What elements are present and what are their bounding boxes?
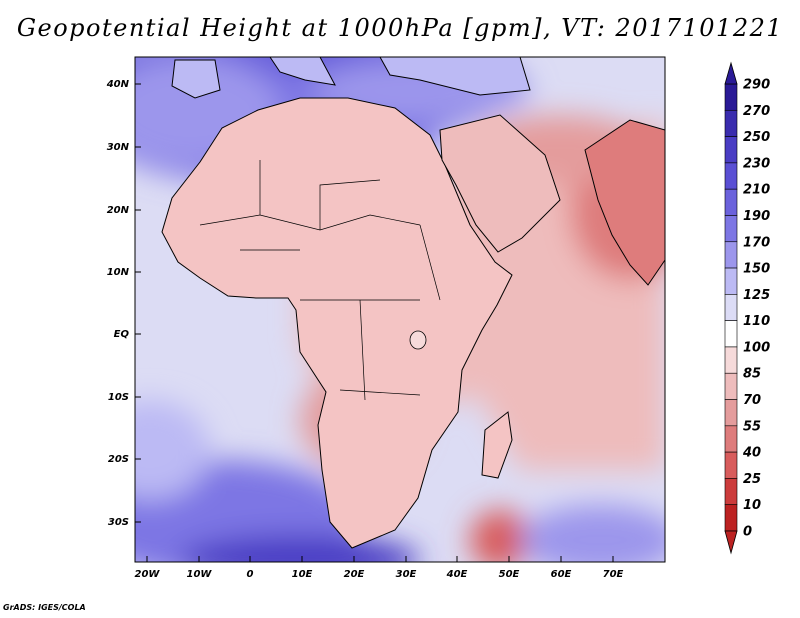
- lon-label-2: 0: [247, 569, 254, 580]
- map-field: [135, 57, 665, 562]
- colorbar-swatch-9: [724, 320, 738, 348]
- colorbar-swatch-5: [724, 215, 738, 243]
- colorbar-label-17: 0: [743, 525, 752, 540]
- map-title: Geopotential Height at 1000hPa [gpm], VT…: [16, 14, 784, 42]
- colorbar-bottom-arrow: [724, 530, 738, 555]
- lat-label-4: EQ: [114, 329, 130, 340]
- india-landmass: [584, 119, 665, 286]
- colorbar-swatch-11: [724, 372, 738, 400]
- lat-label-1: 30N: [107, 142, 130, 153]
- lon-label-8: 60E: [551, 569, 572, 580]
- colorbar-label-15: 25: [743, 472, 761, 487]
- colorbar-label-5: 190: [743, 209, 770, 224]
- colorbar-label-0: 290: [743, 78, 770, 93]
- lat-label-2: 20N: [107, 205, 130, 216]
- colorbar-label-11: 85: [743, 367, 761, 382]
- lat-label-0: 40N: [106, 79, 130, 90]
- africa-landmass: [161, 97, 513, 549]
- lat-label-5: 10S: [108, 392, 129, 403]
- colorbar-label-16: 10: [743, 498, 761, 513]
- lon-label-0: 20W: [135, 569, 161, 580]
- lon-label-9: 70E: [603, 569, 624, 580]
- colorbar-swatch-6: [724, 241, 738, 269]
- colorbar-swatch-15: [724, 478, 738, 506]
- colorbar-swatch-4: [724, 188, 738, 216]
- lon-label-7: 50E: [499, 569, 520, 580]
- colorbar-label-4: 210: [743, 183, 770, 198]
- colorbar-label-13: 55: [743, 419, 761, 434]
- colorbar: 2902702502302101901701501251101008570554…: [724, 61, 770, 555]
- colorbar-swatch-8: [724, 294, 738, 321]
- colorbar-swatch-0: [724, 83, 738, 111]
- colorbar-swatch-16: [724, 504, 738, 532]
- colorbar-label-8: 125: [743, 288, 770, 303]
- arabia-landmass: [439, 114, 561, 253]
- lat-label-6: 20S: [108, 454, 129, 465]
- colorbar-swatch-1: [724, 109, 738, 137]
- lat-label-7: 30S: [108, 517, 129, 528]
- longitude-axis: 20W 10W 0 10E 20E 30E 40E 50E 60E 70E: [135, 556, 624, 580]
- colorbar-label-3: 230: [743, 156, 770, 171]
- colorbar-swatch-12: [724, 399, 738, 427]
- colorbar-label-14: 40: [742, 446, 761, 461]
- colorbar-swatch-10: [724, 346, 738, 374]
- colorbar-label-12: 70: [743, 393, 761, 408]
- colorbar-swatch-13: [724, 425, 738, 453]
- lon-label-6: 40E: [446, 569, 468, 580]
- map-frame: [134, 56, 666, 563]
- colorbar-label-10: 100: [743, 340, 770, 355]
- colorbar-label-6: 170: [743, 235, 770, 250]
- credit-text: GrADS: IGES/COLA: [3, 603, 86, 612]
- europe-landmass: [171, 57, 531, 99]
- colorbar-label-1: 270: [743, 104, 770, 119]
- colorbar-swatch-2: [724, 136, 738, 164]
- lon-label-4: 20E: [344, 569, 365, 580]
- colorbar-label-9: 110: [743, 314, 770, 329]
- colorbar-label-2: 250: [743, 130, 770, 145]
- latitude-axis: 40N 30N 20N 10N EQ 10S 20S 30S: [106, 79, 141, 528]
- country-borders: [199, 160, 441, 401]
- colorbar-label-7: 150: [743, 262, 770, 277]
- colorbar-swatch-3: [724, 162, 738, 190]
- colorbar-swatch-7: [724, 267, 738, 295]
- lon-label-1: 10W: [187, 569, 213, 580]
- lon-label-3: 10E: [292, 569, 313, 580]
- madagascar-landmass: [481, 411, 513, 479]
- lake-victoria: [409, 330, 427, 350]
- colorbar-top-arrow: [724, 61, 738, 85]
- lon-label-5: 30E: [396, 569, 417, 580]
- lat-label-3: 10N: [107, 267, 130, 278]
- colorbar-swatch-14: [724, 451, 738, 479]
